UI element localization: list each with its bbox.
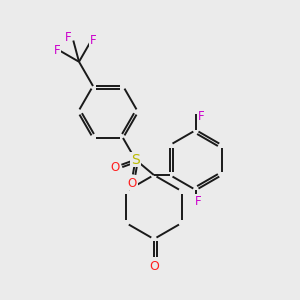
Text: F: F bbox=[65, 31, 72, 44]
Text: F: F bbox=[198, 110, 204, 123]
Text: S: S bbox=[131, 153, 140, 166]
Text: O: O bbox=[128, 177, 137, 190]
Text: O: O bbox=[110, 161, 119, 174]
Text: F: F bbox=[54, 44, 60, 57]
Text: O: O bbox=[149, 260, 159, 273]
Text: F: F bbox=[195, 195, 201, 208]
Text: F: F bbox=[90, 34, 96, 47]
